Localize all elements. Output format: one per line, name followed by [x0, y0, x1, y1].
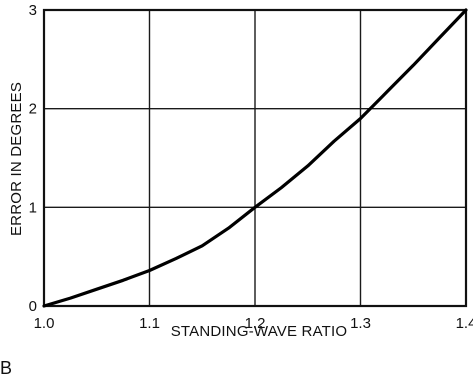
y-tick-label: 1: [29, 199, 37, 216]
x-tick-label: 1.4: [456, 315, 473, 332]
grid-lines: [44, 10, 466, 306]
x-axis-title: STANDING-WAVE RATIO: [171, 323, 348, 340]
panel-label: B: [0, 358, 12, 377]
x-tick-label: 1.0: [34, 315, 55, 332]
x-tick-labels: 1.0 1.1 1.2 1.3 1.4: [34, 315, 473, 332]
error-curve: [42, 8, 468, 308]
y-tick-labels: 0 1 2 3: [29, 2, 37, 315]
x-tick-label: 1.1: [139, 315, 160, 332]
y-axis-title: ERROR IN DEGREES: [8, 82, 25, 236]
y-tick-label: 0: [29, 298, 37, 315]
y-tick-label: 3: [29, 2, 37, 19]
y-tick-label: 2: [29, 101, 37, 118]
plot-frame: [42, 8, 468, 308]
x-tick-label: 1.2: [245, 315, 266, 332]
x-tick-label: 1.3: [350, 315, 371, 332]
